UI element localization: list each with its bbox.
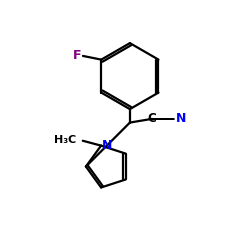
Text: C: C <box>148 112 156 126</box>
Text: N: N <box>102 139 113 152</box>
Text: F: F <box>73 50 82 62</box>
Text: N: N <box>176 112 186 126</box>
Text: H₃C: H₃C <box>54 134 77 144</box>
